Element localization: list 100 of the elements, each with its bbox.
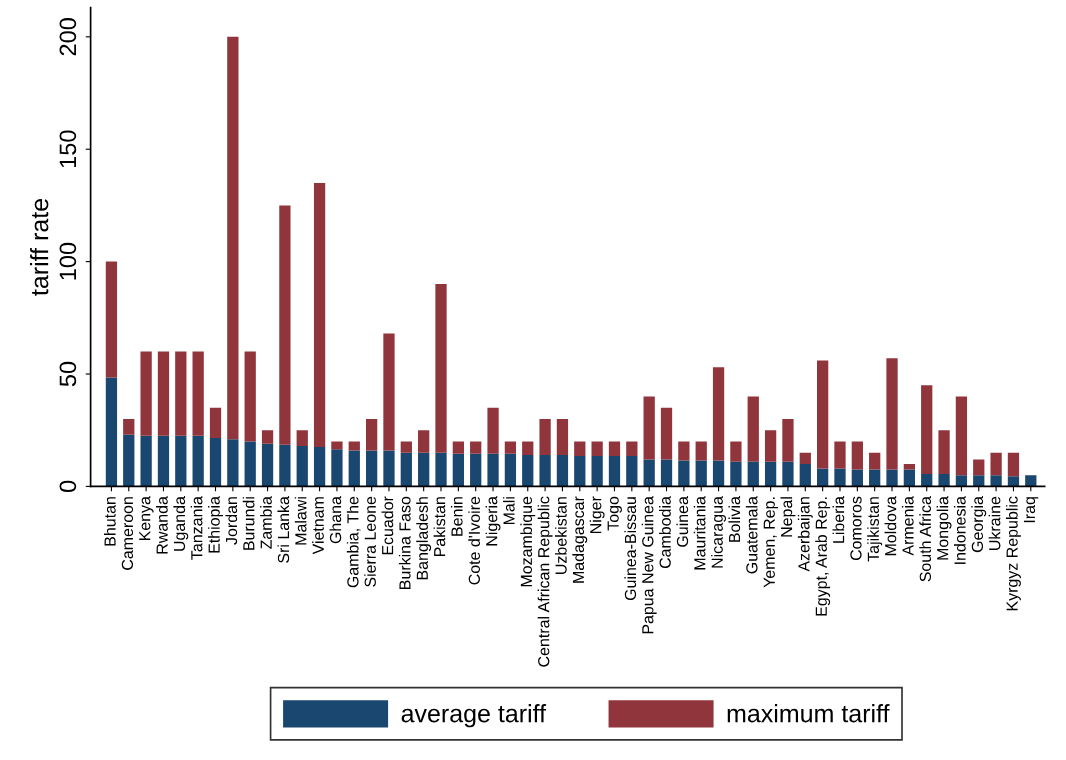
x-tick-label: Georgia (971, 496, 987, 553)
bar (955, 396, 968, 476)
x-tick-label: Guatemala (745, 496, 758, 574)
bar (348, 441, 360, 451)
bar (418, 430, 430, 453)
bar (903, 463, 916, 470)
bar (348, 450, 360, 487)
bar (279, 205, 291, 445)
bar (695, 460, 707, 487)
bar (452, 441, 464, 454)
bar (279, 444, 291, 487)
x-tick-label: Tajikistan (867, 497, 883, 562)
bar (834, 468, 846, 487)
bar (105, 261, 118, 378)
bar (712, 460, 725, 487)
bar (678, 460, 690, 487)
bar (470, 453, 482, 487)
x-tick-label: Guinea (676, 496, 689, 547)
y-tick-label: 150 (59, 130, 77, 168)
bar (782, 461, 794, 487)
bar (591, 441, 603, 457)
bar (747, 396, 759, 462)
x-tick-label: Comoros (850, 496, 862, 561)
bar (539, 418, 551, 455)
bar (227, 36, 239, 440)
bar (851, 441, 863, 470)
x-tick-label: Bolivia (728, 496, 741, 542)
bar (192, 351, 204, 436)
x-tick-label: Burkina Faso (398, 496, 411, 589)
x-tick-label: Iraq (1023, 497, 1039, 523)
x-tick-label: Bangladesh (416, 497, 432, 580)
bar (383, 450, 395, 487)
bar (123, 418, 135, 435)
x-tick-label: Zambia (260, 496, 272, 549)
bar (123, 434, 135, 487)
x-tick-label: Jordan (225, 497, 238, 545)
bar (921, 385, 933, 475)
bar (209, 438, 222, 487)
bar (296, 445, 308, 487)
bar (955, 475, 968, 487)
bar (435, 452, 447, 487)
legend-label: maximum tariff (727, 704, 890, 723)
bar (1007, 476, 1020, 487)
x-tick-label: Papua New Guinea (641, 496, 657, 634)
bar (695, 441, 707, 461)
legend-label: average tariff (401, 704, 547, 728)
bar (990, 475, 1002, 487)
x-tick-label: Egypt, Arab Rep. (815, 497, 831, 616)
bar (140, 351, 152, 436)
bar (712, 367, 725, 461)
x-tick-label: Madagascar (572, 496, 588, 583)
x-tick-label: Tanzania (190, 496, 203, 560)
bar (435, 284, 447, 453)
bar (747, 461, 759, 487)
bar (973, 475, 985, 487)
x-tick-label: Cambodia (659, 496, 671, 569)
bar (556, 418, 569, 455)
bar (886, 469, 898, 487)
bar (817, 360, 829, 469)
bar (869, 469, 881, 487)
y-tick-label: 100 (59, 242, 77, 280)
bar (764, 430, 777, 462)
bar (192, 435, 204, 487)
bar (504, 441, 517, 454)
bar (643, 396, 655, 460)
bar (643, 459, 655, 487)
y-tick-label: 200 (59, 18, 77, 56)
bar (817, 468, 829, 487)
x-tick-label: Nicaragua (711, 496, 727, 568)
x-tick-label: Liberia (832, 496, 845, 543)
bar (574, 456, 586, 487)
bar (574, 441, 586, 457)
x-tick-label: Ukraine (988, 496, 1001, 550)
bar (522, 441, 534, 455)
bar (383, 333, 395, 451)
x-tick-label: Guinea-Bissau (624, 497, 637, 601)
x-tick-label: South Africa (919, 496, 932, 582)
bar (175, 435, 187, 487)
x-tick-label: Nigeria (485, 496, 501, 546)
x-tick-label: Pakistan (433, 497, 446, 557)
x-tick-label: Burundi (242, 497, 255, 550)
x-tick-label: Mauritania (693, 496, 706, 570)
bar (938, 430, 950, 475)
x-tick-label: Cameroon (121, 497, 134, 570)
bar (730, 441, 742, 462)
x-tick-label: Bhutan (103, 497, 116, 546)
x-tick-label: Gambia, The (346, 496, 361, 588)
bar (313, 447, 326, 487)
bar (261, 430, 274, 444)
bar (626, 441, 638, 457)
bar (660, 407, 673, 460)
bar (660, 459, 673, 487)
bar (365, 418, 378, 451)
x-tick-label: Malawi (294, 497, 307, 545)
x-tick-label: Indonesia (953, 496, 966, 564)
x-tick-label: Kyrgyz Republic (1006, 496, 1021, 611)
bar (504, 453, 517, 487)
x-tick-label: Benin (450, 497, 463, 536)
bar (157, 435, 170, 487)
x-tick-label: Rwanda (156, 496, 168, 554)
